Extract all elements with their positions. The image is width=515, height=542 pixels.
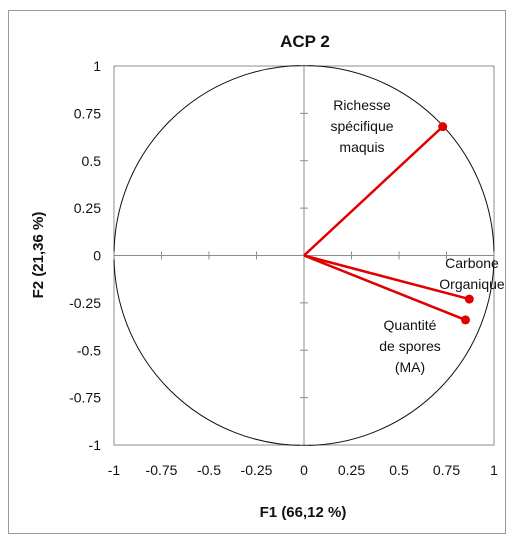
x-tick-label: -0.25 [241,462,273,478]
point-label-line: spécifique [330,118,393,134]
vector-line [303,254,470,301]
point-label: Richesse spécifique maquis [330,97,393,155]
y-tick-label: 0.25 [74,200,101,216]
y-tick-label: 0.75 [74,105,101,121]
vector-point [461,315,470,325]
vectors [303,122,474,325]
vector-line [303,254,466,322]
x-tick-label: -0.75 [146,462,178,478]
point-label-line: Organique [439,276,505,292]
x-tick-label: 0.5 [389,462,409,478]
point-label: Quantité de spores (MA) [379,317,440,375]
y-tick-label: 1 [93,58,101,74]
chart-title: ACP 2 [280,32,330,51]
point-label-line: de spores [379,338,440,354]
y-tick-label: -0.5 [77,342,101,358]
point-label: Carbone Organique [439,255,505,292]
point-label-line: Carbone [445,255,499,271]
vector-point [438,122,448,132]
point-label-line: maquis [339,139,384,155]
x-tick-label: 0.25 [338,462,365,478]
y-tick-labels: 1 0.75 0.5 0.25 0 -0.25 -0.5 -0.75 -1 [69,58,101,453]
y-tick-label: 0 [93,248,101,264]
x-axis-title: F1 (66,12 %) [260,504,347,521]
point-label-line: Quantité [384,317,437,333]
x-tick-label: -0.5 [197,462,221,478]
point-label-line: (MA) [395,359,425,375]
x-tick-label: 0.75 [433,462,460,478]
point-labels: Richesse spécifique maquis Carbone Organique… [330,97,504,375]
y-tick-label: 0.5 [82,153,102,169]
x-tick-label: -1 [108,462,121,478]
x-tick-label: 0 [300,462,308,478]
y-tick-label: -1 [89,437,102,453]
chart-frame [8,10,506,534]
y-tick-label: -0.75 [69,390,101,406]
y-tick-label: -0.25 [69,295,101,311]
x-tick-labels: -1 -0.75 -0.5 -0.25 0 0.25 0.5 0.75 1 [108,462,498,478]
y-axis-title: F2 (21,36 %) [30,212,47,299]
point-label-line: Richesse [333,97,391,113]
vector-line [303,125,444,257]
x-tick-label: 1 [490,462,498,478]
vector-point [464,294,474,304]
